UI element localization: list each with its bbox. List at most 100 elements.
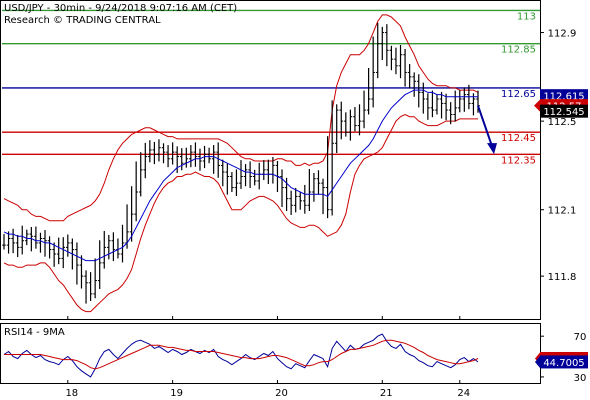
price-bar xyxy=(371,36,375,108)
price-bar xyxy=(389,45,394,71)
x-tick-label: 18 xyxy=(65,388,78,399)
price-levels xyxy=(2,9,540,156)
price-bar xyxy=(179,148,184,171)
price-bar xyxy=(79,255,84,289)
price-bar xyxy=(157,139,161,162)
price-bar xyxy=(102,230,107,269)
price-bar xyxy=(143,142,148,179)
price-bar xyxy=(107,234,111,260)
price-bar xyxy=(125,204,129,249)
price-bar xyxy=(61,237,66,269)
price-bar xyxy=(407,64,412,89)
price-badge-2: 112.545 xyxy=(540,104,588,118)
price-bar xyxy=(20,225,25,255)
price-bar xyxy=(266,159,271,185)
projection-arrowhead xyxy=(487,143,497,155)
rsi-series-0 xyxy=(3,333,479,378)
price-bar xyxy=(2,234,6,250)
price-bar xyxy=(198,148,202,171)
level-label-0: 113 xyxy=(517,11,536,22)
y-tick-label: 112.5 xyxy=(548,117,577,128)
price-bar xyxy=(312,172,316,202)
price-bar xyxy=(325,136,330,219)
price-bar xyxy=(439,91,444,119)
price-bar xyxy=(252,169,257,186)
x-tick-label: 19 xyxy=(170,388,183,399)
price-bar xyxy=(307,168,312,212)
price-bar xyxy=(166,145,170,168)
rsi-y-tick-label: 70 xyxy=(574,332,587,343)
bollinger-upper xyxy=(3,14,479,222)
y-tick-label: 112.1 xyxy=(548,206,577,217)
chart-title: USD/JPY - 30min - 9/24/2018 9:07:16 AM (… xyxy=(4,3,237,14)
rsi-panel-title: RSI14 - 9MA xyxy=(4,327,65,338)
price-bar xyxy=(52,242,56,267)
moving-average-line xyxy=(3,89,478,262)
moving-average xyxy=(3,89,478,262)
price-bar xyxy=(148,140,152,163)
price-bar xyxy=(257,162,262,190)
price-bar xyxy=(225,163,230,195)
rsi-y-tick-label: 30 xyxy=(574,373,587,384)
price-bar xyxy=(426,93,430,120)
price-bar xyxy=(211,145,216,174)
price-bar xyxy=(421,82,426,114)
price-bar xyxy=(366,68,371,115)
price-bars xyxy=(2,22,480,304)
price-bar xyxy=(175,146,179,173)
x-tick-label: 20 xyxy=(275,388,288,399)
price-bar xyxy=(375,22,380,79)
price-badge-0: 112.615 xyxy=(540,89,588,103)
price-bar xyxy=(34,226,38,249)
price-bar xyxy=(6,231,11,254)
bollinger-lower xyxy=(3,113,478,313)
price-bar xyxy=(193,142,198,167)
price-level-labels: 113 112.85 112.65 112.45 112.35 xyxy=(501,11,536,166)
price-bar xyxy=(88,272,93,301)
projection-arrow xyxy=(477,105,497,155)
price-bar xyxy=(416,74,421,108)
level-label-3: 112.45 xyxy=(501,133,536,144)
price-bar xyxy=(129,186,134,242)
price-bar xyxy=(161,143,166,164)
price-bar xyxy=(444,93,448,121)
price-bar xyxy=(84,270,88,304)
price-y-axis: 112.9 112.5 112.1 111.8 xyxy=(540,29,577,283)
price-bar xyxy=(220,159,225,187)
price-bar xyxy=(47,236,52,259)
price-bar xyxy=(75,242,79,285)
price-bar xyxy=(97,240,102,289)
price-badge-label: 112.615 xyxy=(543,92,584,103)
price-bar xyxy=(56,237,61,265)
price-bar xyxy=(435,94,439,115)
price-bar xyxy=(453,90,458,122)
price-badge-label: 112.545 xyxy=(543,107,584,118)
x-tick-label: 21 xyxy=(380,388,393,399)
price-bar xyxy=(24,229,29,246)
price-bar xyxy=(362,90,366,129)
price-bar xyxy=(398,44,403,79)
price-bar xyxy=(394,47,398,75)
price-bar xyxy=(293,188,298,213)
price-bar xyxy=(29,226,34,252)
price-bar xyxy=(184,147,189,168)
price-bar xyxy=(403,48,407,87)
projection-line xyxy=(477,105,493,147)
price-bar xyxy=(15,234,20,258)
price-bar xyxy=(330,100,334,216)
level-label-4: 112.35 xyxy=(501,155,536,166)
price-bar xyxy=(339,101,344,140)
rsi-lines xyxy=(3,333,479,378)
price-bar xyxy=(120,224,125,263)
price-bar xyxy=(234,169,239,196)
price-bar xyxy=(11,228,15,254)
price-bar xyxy=(280,169,284,208)
bollinger-bands xyxy=(3,14,479,313)
x-tick-label: 24 xyxy=(457,388,470,399)
price-bar xyxy=(289,190,293,216)
rsi-badge-label: 44.7005 xyxy=(543,358,584,369)
price-bar xyxy=(348,109,353,141)
price-bar xyxy=(243,164,248,187)
price-bar xyxy=(430,90,435,118)
